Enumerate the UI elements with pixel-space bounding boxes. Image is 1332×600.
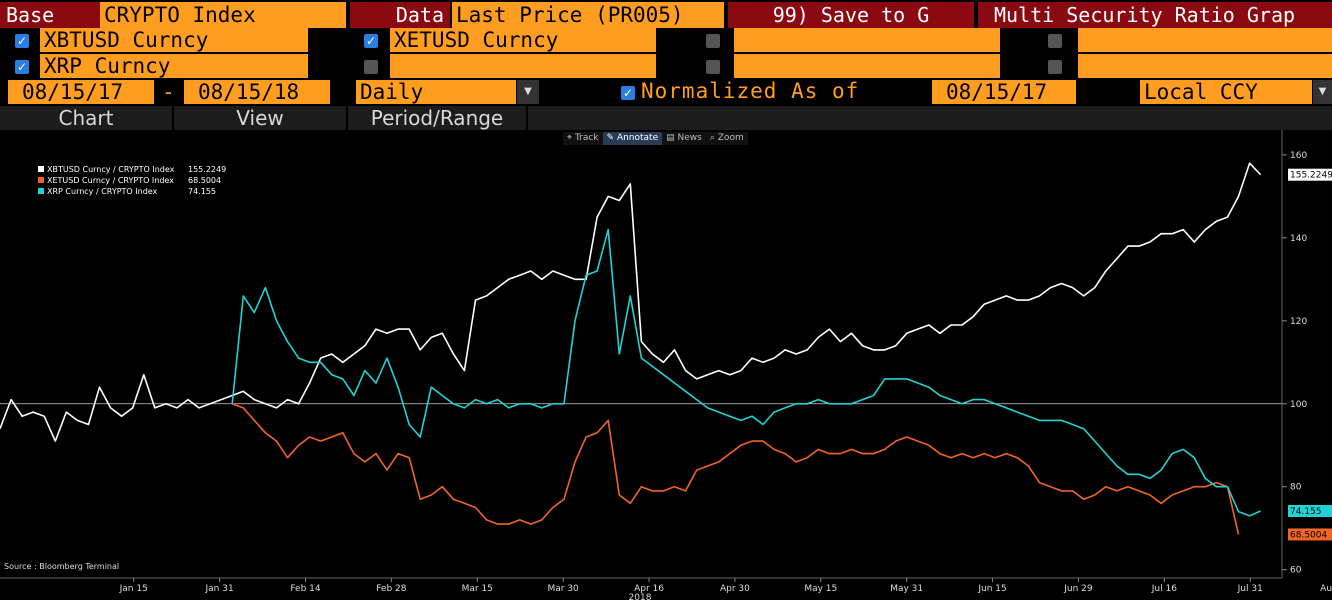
legend-swatch-2	[38, 188, 44, 194]
legend-value-2: 74.155	[188, 187, 216, 196]
normalized-checkbox[interactable]	[621, 86, 635, 100]
periodicity-select[interactable]: Daily	[356, 80, 516, 104]
security-3-checkbox[interactable]	[706, 34, 720, 48]
x-tick-label: Jul 31	[1237, 584, 1263, 594]
page-title: Multi Security Ratio Grap	[978, 2, 1332, 28]
normalized-date-field[interactable]: 08/15/17	[932, 80, 1076, 104]
base-field[interactable]: CRYPTO Index	[100, 2, 346, 28]
last-value-tag-1	[1288, 528, 1332, 541]
x-tick-label: Aug 15	[1320, 584, 1332, 594]
y-tick-label: 80	[1290, 483, 1302, 493]
last-value-label-2: 74.155	[1290, 507, 1322, 517]
security-5-field[interactable]: XRP Curncy	[40, 54, 308, 78]
normalized-label: Normalized As of	[641, 79, 860, 103]
zoom-tool[interactable]: ⌕ Zoom	[706, 132, 748, 145]
legend-value-1: 68.5004	[188, 176, 221, 185]
crosshair-icon: ⌖	[567, 133, 573, 143]
news-tool[interactable]: ▤ News	[662, 132, 706, 145]
series-line-2	[231, 228, 1261, 517]
x-tick-label: Jan 31	[205, 584, 234, 594]
menu-divider	[346, 106, 348, 130]
security-4-checkbox[interactable]	[1048, 34, 1062, 48]
security-2-checkbox[interactable]	[364, 34, 378, 48]
security-5-checkbox[interactable]	[15, 60, 29, 74]
legend-label-1: XETUSD Curncy / CRYPTO Index	[47, 176, 174, 185]
last-value-label-1: 68.5004	[1290, 530, 1327, 540]
legend-label-0: XBTUSD Curncy / CRYPTO Index	[47, 165, 175, 174]
legend-swatch-0	[38, 166, 44, 172]
source-note: Source : Bloomberg Terminal	[4, 562, 120, 571]
security-7-field[interactable]	[734, 54, 1000, 78]
x-tick-label: Jul 16	[1151, 584, 1177, 594]
x-tick-label: Jan 15	[119, 584, 148, 594]
x-axis-title: 2018	[629, 593, 652, 600]
security-1-field[interactable]: XBTUSD Curncy	[40, 28, 308, 52]
security-1-checkbox[interactable]	[15, 34, 29, 48]
x-tick-label: Feb 14	[290, 584, 321, 594]
menu-view[interactable]: View	[174, 106, 346, 130]
security-2-field[interactable]: XETUSD Curncy	[390, 28, 656, 52]
track-label: Track	[574, 133, 599, 143]
annotate-tool[interactable]: ✎ Annotate	[602, 132, 663, 145]
security-8-checkbox[interactable]	[1048, 60, 1062, 74]
y-tick-label: 100	[1290, 400, 1307, 410]
x-tick-label: Feb 28	[376, 584, 407, 594]
legend-value-0: 155.2249	[188, 165, 226, 174]
y-tick-label: 160	[1290, 151, 1307, 161]
chart-toolbar: ⌖ Track ✎ Annotate ▤ News ⌕ Zoom	[563, 132, 748, 145]
security-3-field[interactable]	[734, 28, 1000, 52]
magnifier-icon: ⌕	[709, 133, 715, 143]
x-tick-label: Mar 15	[462, 584, 493, 594]
y-tick-label: 120	[1290, 317, 1307, 327]
annotate-label: Annotate	[616, 133, 659, 143]
security-6-field[interactable]	[390, 54, 656, 78]
x-tick-label: Apr 16	[634, 584, 664, 594]
security-7-checkbox[interactable]	[706, 60, 720, 74]
last-value-label-0: 155.2249	[1290, 171, 1332, 181]
data-label: Data	[350, 2, 450, 28]
security-4-field[interactable]	[1078, 28, 1332, 52]
start-date-field[interactable]: 08/15/17	[8, 80, 154, 104]
news-icon: ▤	[666, 133, 675, 143]
track-tool[interactable]: ⌖ Track	[563, 132, 603, 145]
pencil-icon: ✎	[606, 133, 615, 143]
legend-label-2: XRP Curncy / CRYPTO Index	[47, 187, 158, 196]
series-line-1	[231, 403, 1240, 535]
data-field[interactable]: Last Price (PR005)	[452, 2, 724, 28]
security-8-field[interactable]	[1078, 54, 1332, 78]
x-tick-label: Apr 30	[720, 584, 750, 594]
save-to-g-button[interactable]: 99) Save to G	[728, 2, 974, 28]
menu-divider	[172, 106, 174, 130]
series-line-0	[0, 162, 1262, 442]
y-tick-label: 60	[1290, 566, 1302, 576]
menu-divider	[526, 106, 528, 130]
currency-dropdown-icon[interactable]: ▼	[1313, 80, 1332, 104]
base-label: Base	[0, 2, 100, 28]
x-tick-label: May 15	[804, 584, 837, 594]
last-value-tag-0	[1288, 168, 1332, 181]
news-label: News	[677, 133, 702, 143]
ratio-chart[interactable]: 60 80 100 120 140 160 Jan 15 Jan 31 Feb 14 Feb 28…	[0, 130, 1332, 600]
security-6-checkbox[interactable]	[364, 60, 378, 74]
x-tick-label: Jun 15	[977, 584, 1006, 594]
currency-select[interactable]: Local CCY	[1140, 80, 1312, 104]
last-value-tag-2	[1288, 504, 1332, 517]
x-tick-label: May 31	[890, 584, 923, 594]
menu-chart[interactable]: Chart	[0, 106, 172, 130]
legend-swatch-1	[38, 177, 44, 183]
periodicity-dropdown-icon[interactable]: ▼	[517, 80, 539, 104]
x-tick-label: Jun 29	[1063, 584, 1093, 594]
end-date-field[interactable]: 08/15/18	[184, 80, 330, 104]
x-tick-label: Mar 30	[547, 584, 579, 594]
menu-period-range[interactable]: Period/Range	[348, 106, 526, 130]
y-tick-label: 140	[1290, 234, 1307, 244]
date-range-dash: -	[162, 80, 175, 104]
zoom-label: Zoom	[717, 133, 744, 143]
